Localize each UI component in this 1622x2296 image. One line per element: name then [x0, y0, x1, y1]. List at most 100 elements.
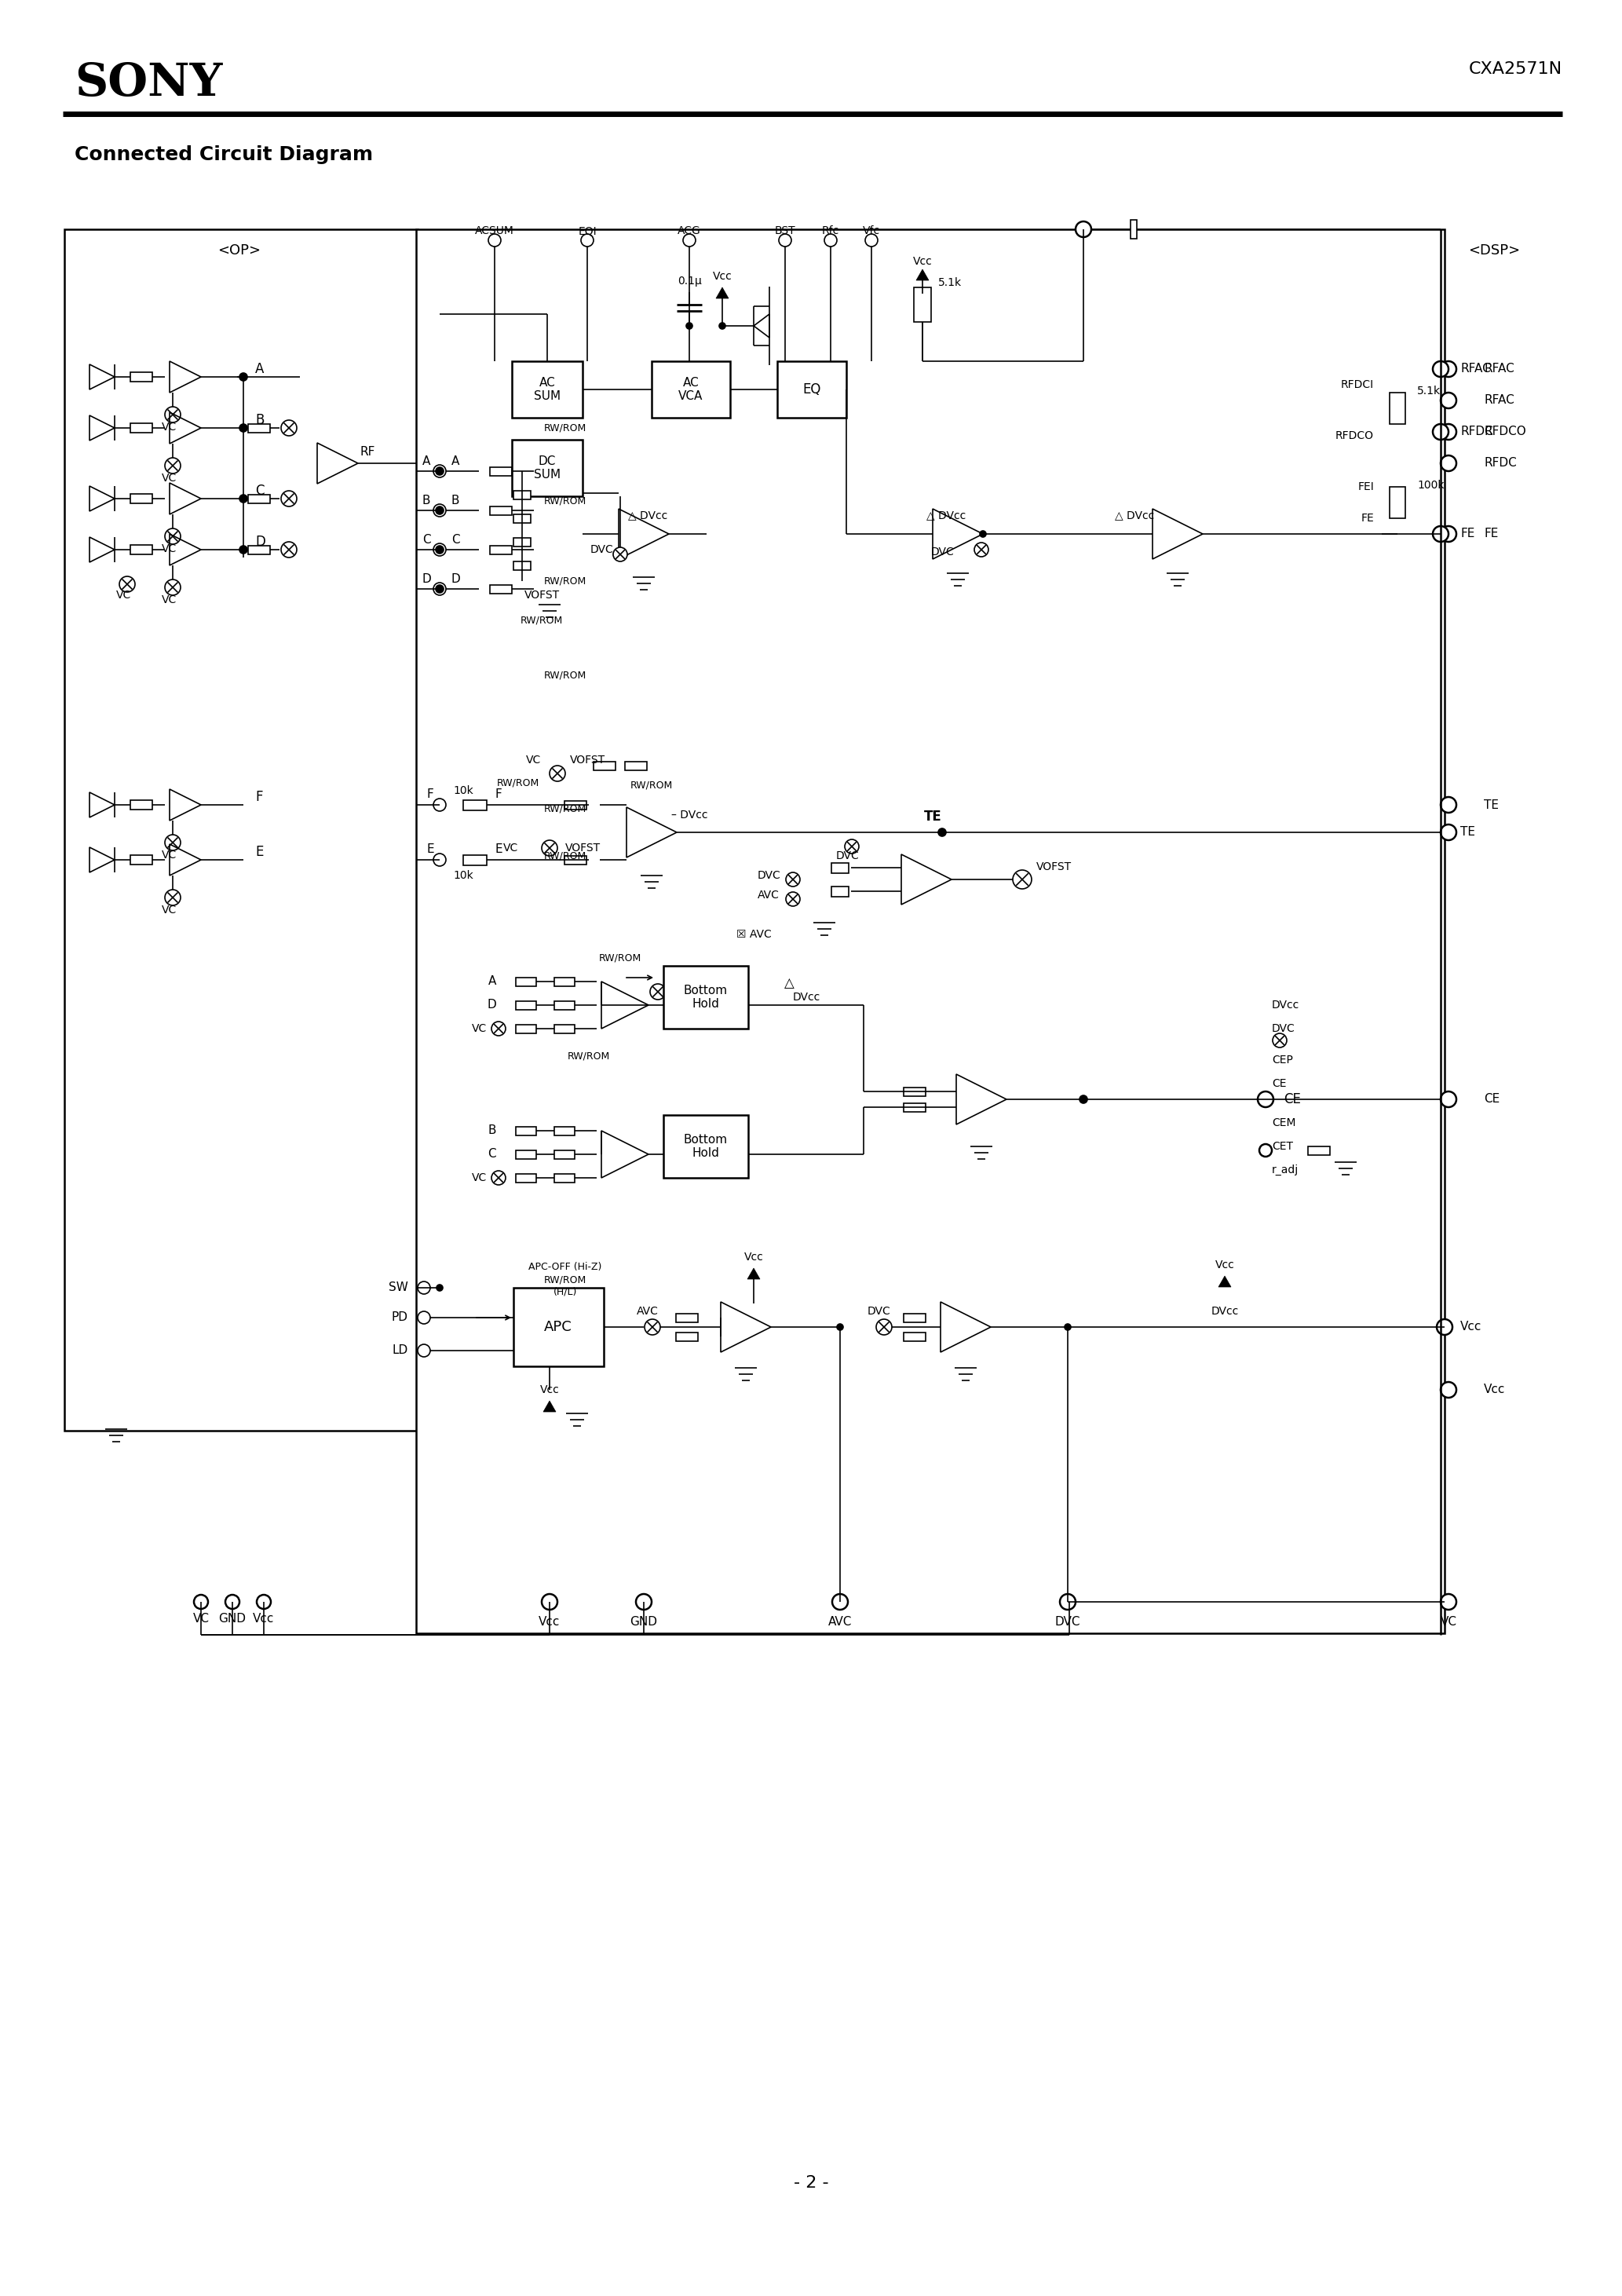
Bar — [777, 360, 847, 418]
Text: C: C — [422, 535, 430, 546]
Circle shape — [436, 546, 443, 553]
Text: RFDCO: RFDCO — [1335, 429, 1374, 441]
Circle shape — [865, 234, 878, 246]
Polygon shape — [543, 1401, 556, 1412]
Text: D: D — [451, 574, 461, 585]
Text: Vcc: Vcc — [913, 255, 933, 266]
Circle shape — [491, 1022, 506, 1035]
Text: 10k: 10k — [453, 785, 474, 797]
Circle shape — [1437, 1320, 1452, 1334]
Circle shape — [686, 324, 693, 328]
Text: VC: VC — [162, 850, 177, 861]
Circle shape — [832, 1593, 848, 1609]
Circle shape — [165, 406, 180, 422]
Text: RW/ROM: RW/ROM — [631, 781, 673, 790]
Text: F: F — [495, 788, 501, 799]
Circle shape — [436, 856, 443, 863]
Circle shape — [225, 1596, 240, 1609]
Circle shape — [240, 425, 247, 432]
Text: Vcc: Vcc — [1484, 1384, 1505, 1396]
Circle shape — [1440, 526, 1457, 542]
Bar — [130, 422, 152, 432]
Circle shape — [433, 583, 446, 595]
Circle shape — [845, 840, 860, 854]
Circle shape — [436, 507, 443, 514]
Text: Vcc: Vcc — [1215, 1261, 1234, 1270]
Text: DVcc: DVcc — [1212, 1306, 1239, 1318]
Bar — [464, 799, 487, 810]
Text: VC: VC — [162, 595, 177, 606]
Text: A: A — [255, 363, 264, 377]
Text: DVC: DVC — [757, 870, 780, 882]
Circle shape — [1059, 1593, 1075, 1609]
Circle shape — [779, 234, 792, 246]
Text: RW/ROM: RW/ROM — [599, 953, 642, 962]
Text: SW: SW — [389, 1281, 409, 1293]
Text: CEM: CEM — [1272, 1118, 1296, 1127]
Text: EQI: EQI — [577, 225, 597, 236]
Text: VC: VC — [162, 473, 177, 484]
Circle shape — [1440, 797, 1457, 813]
Bar — [1131, 220, 1137, 239]
Text: RFDCO: RFDCO — [1484, 427, 1526, 439]
Text: Rfc: Rfc — [822, 225, 839, 236]
Text: - 2 -: - 2 - — [793, 2174, 829, 2190]
Circle shape — [436, 585, 443, 592]
Circle shape — [433, 799, 446, 810]
Text: Vcc: Vcc — [539, 1616, 560, 1628]
Text: VC: VC — [472, 1024, 487, 1033]
Text: B: B — [488, 1125, 496, 1137]
Text: VC: VC — [503, 843, 517, 854]
Bar — [903, 1332, 926, 1341]
Text: FE: FE — [1361, 512, 1374, 523]
Text: RW/ROM: RW/ROM — [521, 615, 563, 625]
Text: E: E — [495, 843, 503, 854]
Circle shape — [1440, 1091, 1457, 1107]
Text: <DSP>: <DSP> — [1468, 243, 1520, 257]
Text: DVcc: DVcc — [1272, 999, 1299, 1010]
Circle shape — [436, 1286, 443, 1290]
Text: Vcc: Vcc — [744, 1251, 764, 1263]
Text: A: A — [422, 457, 430, 468]
Text: DVC: DVC — [931, 546, 954, 558]
Text: △: △ — [783, 976, 795, 990]
Circle shape — [165, 457, 180, 473]
Text: VC: VC — [162, 544, 177, 553]
Bar — [1307, 1146, 1330, 1155]
Text: Vcc: Vcc — [712, 271, 732, 282]
Text: r_adj: r_adj — [1272, 1164, 1299, 1176]
Circle shape — [418, 1281, 430, 1295]
Text: 5.1k: 5.1k — [938, 278, 962, 289]
Text: RW/ROM: RW/ROM — [543, 670, 587, 680]
Text: E: E — [427, 843, 435, 854]
Polygon shape — [715, 287, 728, 298]
Circle shape — [436, 801, 443, 808]
Circle shape — [1440, 1382, 1457, 1398]
Text: FEI: FEI — [1358, 482, 1374, 491]
Text: PD: PD — [393, 1311, 409, 1322]
Circle shape — [433, 544, 446, 556]
Text: Vfc: Vfc — [863, 225, 881, 236]
Circle shape — [195, 1596, 208, 1609]
Text: RFDC: RFDC — [1460, 427, 1492, 439]
Bar — [490, 546, 513, 553]
Text: F: F — [255, 790, 263, 804]
Bar — [903, 1086, 926, 1095]
Text: VOFST: VOFST — [564, 843, 600, 854]
Text: SONY: SONY — [75, 62, 222, 106]
Bar — [903, 1102, 926, 1111]
Text: CXA2571N: CXA2571N — [1470, 62, 1562, 78]
Circle shape — [550, 765, 564, 781]
Bar — [130, 372, 152, 381]
Text: RW/ROM: RW/ROM — [496, 778, 540, 788]
Circle shape — [650, 985, 665, 999]
Text: EQ: EQ — [803, 383, 821, 397]
Circle shape — [281, 542, 297, 558]
Text: Connected Circuit Diagram: Connected Circuit Diagram — [75, 145, 373, 163]
Text: DC
SUM: DC SUM — [534, 455, 561, 480]
Text: Vcc: Vcc — [1460, 1320, 1483, 1334]
Text: VC: VC — [162, 905, 177, 916]
Bar — [676, 1332, 697, 1341]
Bar — [248, 546, 271, 553]
Bar — [564, 801, 587, 808]
